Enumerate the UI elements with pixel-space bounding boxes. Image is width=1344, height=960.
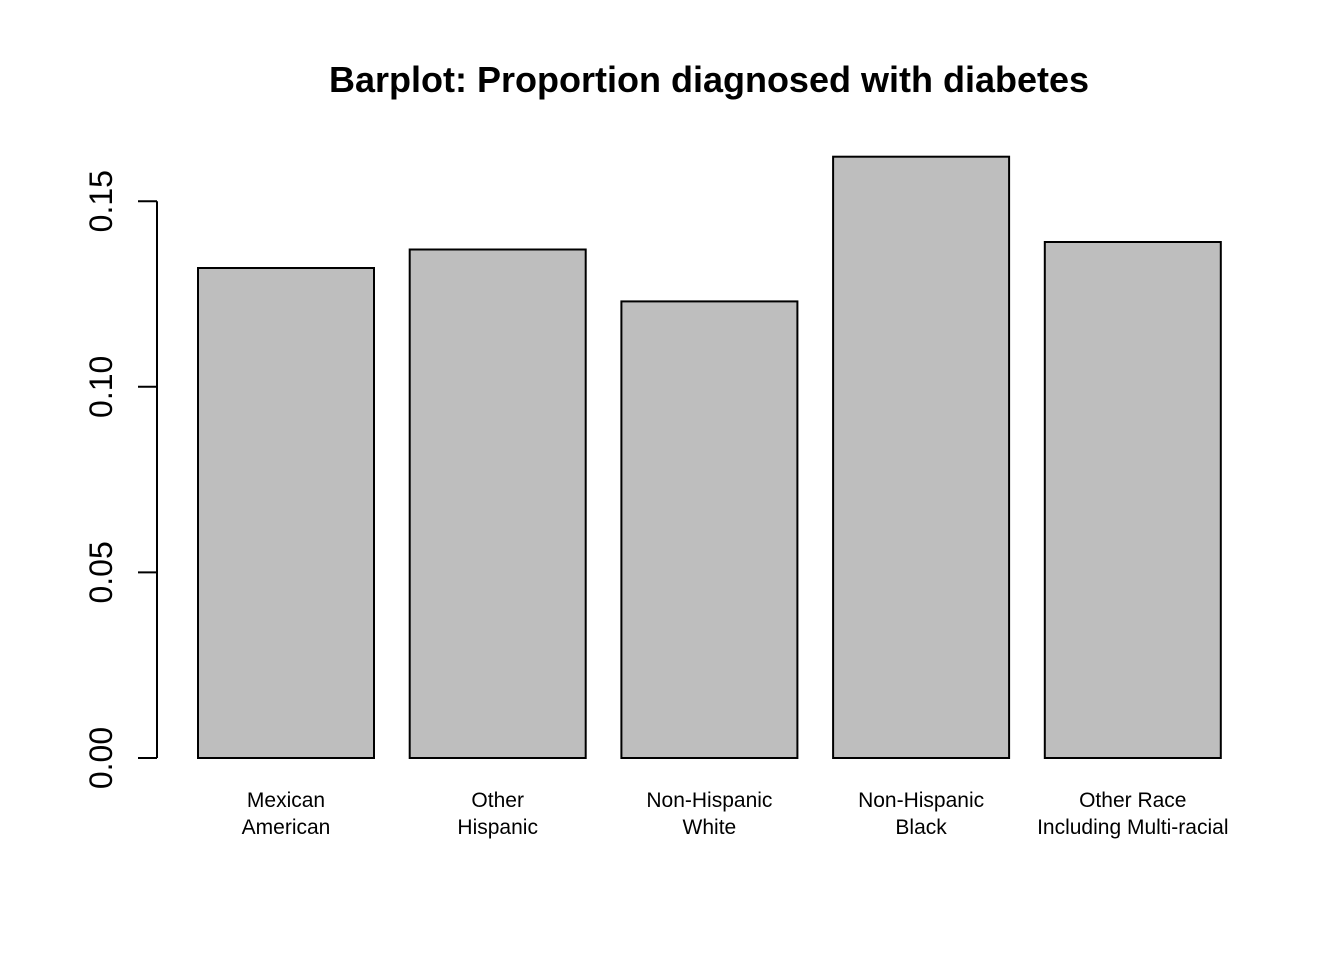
y-tick-label-0: 0.00 — [83, 727, 119, 789]
x-tick-label-3-line-0: Non-Hispanic — [858, 789, 984, 812]
y-tick-label-3: 0.15 — [83, 170, 119, 232]
x-tick-label-0-line-1: American — [242, 816, 331, 839]
bar-2 — [620, 300, 799, 759]
x-tick-label-2-line-0: Non-Hispanic — [646, 789, 772, 812]
x-tick-label-2-line-1: White — [683, 816, 737, 839]
y-tick-label-2: 0.10 — [83, 356, 119, 418]
bar-4 — [1043, 241, 1222, 759]
x-tick-label-4-line-0: Other Race — [1079, 789, 1186, 812]
x-tick-label-0-line-0: Mexican — [247, 789, 325, 812]
chart-title: Barplot: Proportion diagnosed with diabe… — [329, 59, 1089, 100]
y-tick-label-1: 0.05 — [83, 541, 119, 603]
x-tick-label-4-line-1: Including Multi-racial — [1037, 816, 1228, 839]
bar-3 — [832, 155, 1011, 759]
y-axis: 0.00 0.05 0.10 0.15 — [83, 170, 158, 789]
x-tick-label-3-line-1: Black — [895, 816, 947, 839]
x-tick-label-1-line-1: Hispanic — [457, 816, 538, 839]
bar-0 — [197, 267, 375, 759]
bars-layer — [197, 155, 1222, 759]
x-tick-label-1-line-0: Other — [471, 789, 524, 812]
x-axis-labels: Mexican American Other Hispanic Non-Hispanic… — [242, 789, 1229, 839]
bar-1 — [408, 248, 587, 759]
